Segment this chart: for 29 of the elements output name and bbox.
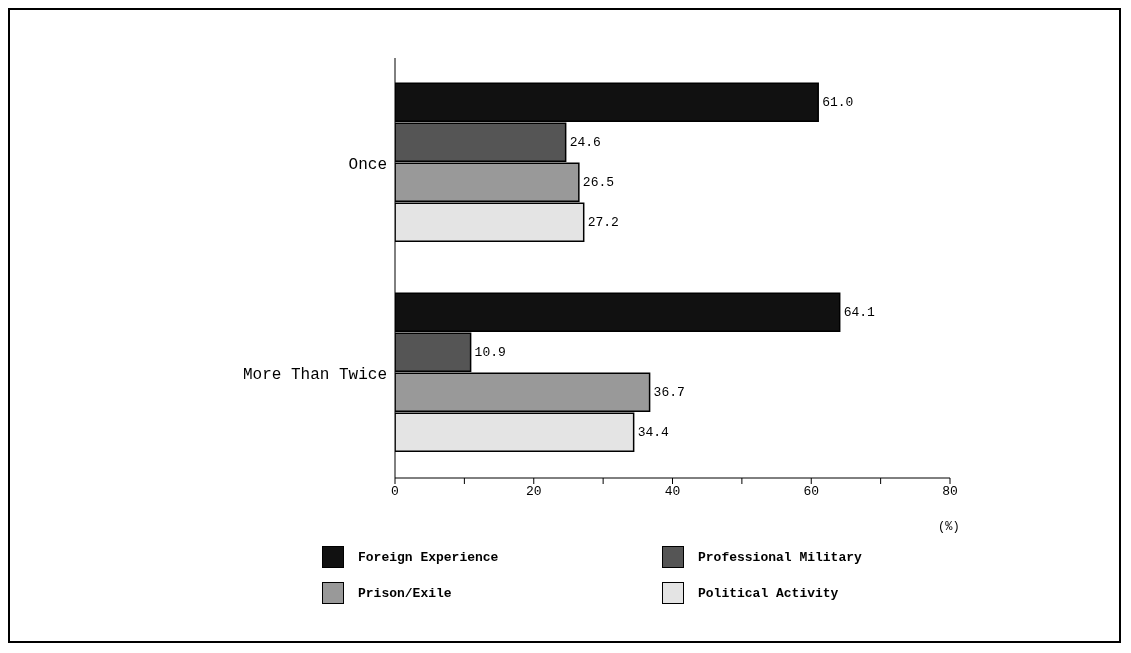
bar [395,162,580,202]
bar [395,412,635,452]
data-label: 34.4 [637,424,670,440]
y-tick-label: More Than Twice [242,365,387,384]
bar [395,122,567,162]
legend-label: Professional Military [698,549,862,565]
data-label: 26.5 [582,174,615,190]
data-label: 10.9 [474,344,506,360]
bar [395,372,651,412]
bar [395,202,585,242]
x-axis-title: (%) [938,520,960,534]
x-tick-label: 0 [391,484,399,500]
bar [395,332,472,372]
data-label: 24.6 [569,134,601,150]
legend-label: Prison/Exile [358,585,452,601]
bar [395,82,819,122]
data-label: 61.0 [822,94,854,110]
x-tick-label: 80 [942,484,958,500]
data-label: 36.7 [653,384,685,400]
data-label: 27.2 [587,214,619,230]
data-label: 64.1 [843,304,876,320]
legend-label: Political Activity [698,585,839,601]
y-tick-label: Once [348,155,387,174]
page-frame: 0 20 40 60 80 Once More Than Twice 61.0 64.1 24.6 10.9 26.5 36.7 27.2 34.4 (%) Foreign Experience Professional Military Prison/Exile Political Activity [8,8,1121,643]
legend-label: Foreign Experience [358,549,499,565]
x-tick-label: 60 [803,484,820,500]
bar [395,292,841,332]
x-tick-label: 40 [664,484,681,500]
x-tick-label: 20 [525,484,542,500]
